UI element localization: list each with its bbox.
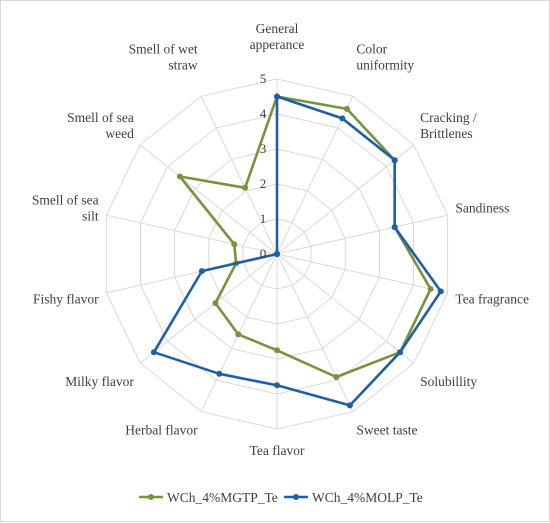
series-1: [176, 93, 434, 380]
series-marker: [333, 374, 340, 380]
series-line: [178, 95, 432, 379]
tick-label: 1: [260, 211, 267, 226]
series-marker: [391, 157, 398, 164]
series-marker: [437, 288, 444, 295]
series-marker: [198, 268, 205, 275]
category-label-line: Fishy flavor: [33, 292, 99, 307]
series-marker: [427, 286, 434, 292]
legend: WCh_4%MGTP_Te WCh_4%MOLP_Te: [139, 490, 423, 505]
grid-spoke: [276, 96, 354, 255]
legend-item-1: WCh_4%MGTP_Te: [139, 490, 278, 505]
series-marker: [212, 300, 219, 307]
series-marker: [176, 173, 183, 180]
category-label: Milky flavor: [65, 374, 134, 389]
tick-label: 4: [260, 106, 267, 121]
grid-spoke: [276, 253, 415, 364]
category-label: Fishy flavor: [33, 292, 99, 307]
tick-label: 2: [260, 176, 267, 191]
series-marker: [274, 347, 280, 354]
category-label: Cracking / Brittlenes: [420, 110, 477, 141]
category-label-line: Smell of sea: [67, 110, 134, 125]
grid-spoke: [139, 144, 278, 255]
category-label: Sweet taste: [356, 423, 417, 438]
tick-label: 3: [260, 141, 267, 156]
category-label-line: Sandiness: [455, 200, 509, 215]
category-label-line: Smell of sea: [32, 192, 99, 207]
category-label: Color uniformity: [356, 41, 414, 72]
grid-spoke: [139, 253, 278, 364]
category-label-line: straw: [168, 57, 197, 72]
category-label: Sandiness: [455, 200, 509, 215]
series-marker: [339, 115, 346, 122]
category-label-line: Color: [356, 41, 387, 56]
series-2: [150, 93, 444, 409]
category-label-line: weed: [105, 126, 134, 141]
series-marker: [231, 241, 238, 248]
legend-marker: [293, 494, 299, 500]
category-label: General apperance: [250, 21, 305, 52]
category-label: Tea fragrance: [455, 292, 529, 307]
grid-spoke: [276, 214, 448, 255]
tick-label: 0: [260, 246, 267, 261]
series-marker: [343, 105, 350, 112]
category-label-line: Milky flavor: [65, 374, 134, 389]
series-marker: [274, 93, 280, 100]
grid-spoke: [200, 96, 278, 255]
series-marker: [274, 382, 280, 389]
category-labels: General apperance Color uniformity Cracking …: [32, 21, 529, 458]
grid-spoke: [106, 214, 278, 255]
series-marker: [346, 402, 353, 409]
category-label-line: Sweet taste: [356, 423, 417, 438]
category-label: Smell of wet straw: [129, 41, 198, 72]
category-label-line: Solubillity: [420, 374, 477, 389]
category-label: Tea flavor: [250, 443, 305, 458]
category-label-line: apperance: [250, 37, 305, 52]
grid-spoke: [276, 253, 448, 294]
category-label: Solubillity: [420, 374, 477, 389]
series-marker: [274, 251, 280, 257]
category-label-line: Herbal flavor: [125, 423, 198, 438]
category-label: Herbal flavor: [125, 423, 198, 438]
category-label: Smell of sea weed: [67, 110, 134, 141]
series-marker: [397, 349, 404, 356]
category-label-line: Smell of wet: [129, 41, 198, 56]
radial-tick-labels: 0 1 2 3 4 5: [260, 71, 267, 261]
legend-label: WCh_4%MOLP_Te: [312, 490, 423, 505]
category-label-line: Tea flavor: [250, 443, 305, 458]
category-label-line: Cracking /: [420, 110, 477, 125]
category-label-line: Brittlenes: [420, 126, 473, 141]
legend-label: WCh_4%MGTP_Te: [167, 490, 278, 505]
series-marker: [391, 224, 398, 231]
series-layer: [150, 93, 444, 409]
category-label-line: General: [256, 21, 299, 36]
series-marker: [150, 349, 157, 356]
category-label: Smell of sea silt: [32, 192, 99, 223]
series-marker: [242, 184, 249, 191]
tick-label: 5: [260, 71, 267, 86]
category-label-line: silt: [82, 208, 99, 223]
series-marker: [216, 370, 223, 377]
category-label-line: uniformity: [356, 57, 414, 72]
grid-spoke: [276, 144, 415, 255]
legend-item-2: WCh_4%MOLP_Te: [284, 490, 423, 505]
grid-spoke: [276, 253, 354, 412]
legend-marker: [148, 494, 154, 500]
series-marker: [235, 331, 242, 338]
category-label-line: Tea fragrance: [455, 292, 529, 307]
